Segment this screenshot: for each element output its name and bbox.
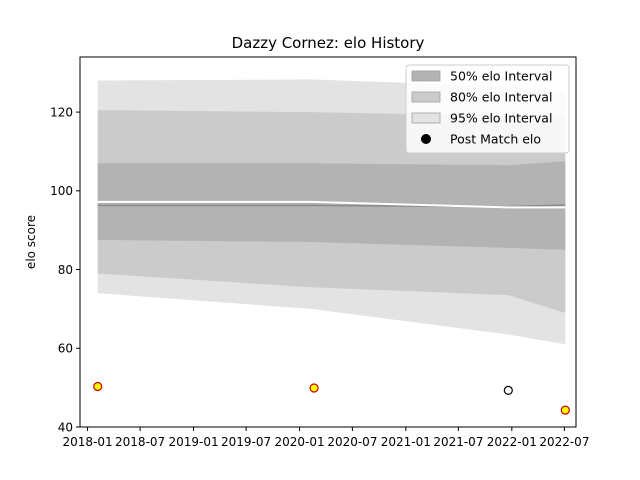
legend-label: 95% elo Interval [450, 111, 552, 126]
post-match-points [93, 381, 570, 415]
legend-label: 80% elo Interval [450, 90, 552, 105]
x-tick-label: 2022-07 [539, 435, 589, 449]
y-tick-label: 40 [58, 420, 73, 434]
y-axis: 40 60 80 100 120 [50, 105, 80, 434]
y-tick-label: 120 [50, 105, 73, 119]
trend-lines [97, 200, 566, 209]
x-axis: 2018-01 2018-07 2019-01 2019-07 2020-01 2020-… [62, 427, 589, 449]
x-tick-label: 2018-07 [115, 435, 165, 449]
post-match-point [560, 405, 570, 415]
x-tick-label: 2022-01 [487, 435, 537, 449]
x-tick-label: 2019-01 [168, 435, 218, 449]
y-axis-label: elo score [24, 215, 38, 269]
legend-marker-post-match [421, 134, 431, 144]
y-tick-label: 100 [50, 184, 73, 198]
median-elo-line [97, 200, 566, 209]
y-tick-label: 60 [58, 342, 73, 356]
y-tick-label: 80 [58, 263, 73, 277]
x-tick-label: 2018-01 [62, 435, 112, 449]
legend-label: 50% elo Interval [450, 69, 552, 84]
legend: 50% elo Interval 80% elo Interval 95% elo … [405, 64, 570, 154]
legend-box [405, 64, 570, 154]
x-tick-label: 2021-01 [381, 435, 431, 449]
x-tick-label: 2019-07 [221, 435, 271, 449]
legend-swatch-95-interval [411, 112, 441, 124]
x-tick-label: 2021-07 [433, 435, 483, 449]
post-match-point [93, 381, 103, 392]
legend-label: Post Match elo [450, 132, 541, 147]
post-match-point [309, 383, 319, 393]
x-tick-label: 2020-01 [274, 435, 324, 449]
legend-swatch-80-interval [411, 91, 441, 103]
post-match-point [503, 385, 513, 395]
mean-elo-line [97, 204, 566, 208]
x-tick-label: 2020-07 [327, 435, 377, 449]
chart-title: Dazzy Cornez: elo History [232, 34, 425, 52]
legend-swatch-50-interval [411, 70, 441, 82]
plot-frame [79, 56, 577, 428]
